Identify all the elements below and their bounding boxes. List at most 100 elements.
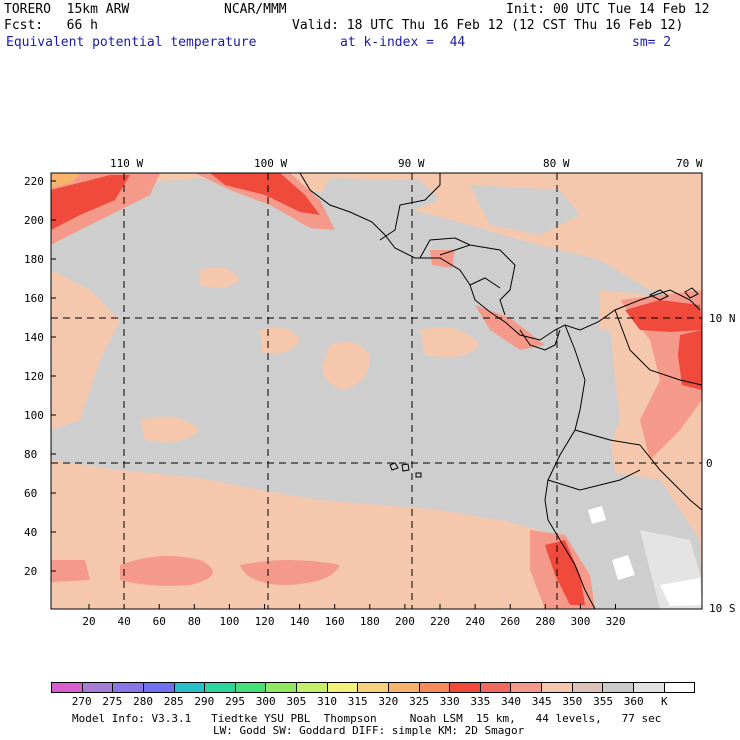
legend-label: 280 <box>133 695 153 708</box>
legend-swatch <box>82 683 114 692</box>
legend-swatch <box>603 683 634 692</box>
top-lon-label: 90 W <box>398 157 425 170</box>
legend-label: 360 <box>623 695 644 708</box>
legend-label: 305 <box>286 695 307 708</box>
legend-label: 340 <box>501 695 521 708</box>
y-axis-label: 200 <box>24 214 44 227</box>
orange-corner <box>51 173 80 188</box>
tan-blob-1 <box>322 341 371 390</box>
x-axis-label: 160 <box>324 615 345 628</box>
x-axis-label: 20 <box>82 615 96 628</box>
x-axis-label: 320 <box>605 615 626 628</box>
legend-swatch <box>205 683 236 692</box>
galapagos-islands <box>389 462 422 478</box>
legend-swatch <box>174 683 206 692</box>
y-axis-label: 140 <box>24 331 44 344</box>
organization: NCAR/MMM <box>224 2 287 17</box>
legend-label: 345 <box>531 695 552 708</box>
legend-swatch <box>143 683 175 692</box>
x-axis-label: 280 <box>535 615 556 628</box>
y-axis-label: 220 <box>24 175 44 188</box>
legend-label: 330 <box>439 695 460 708</box>
white-patch-3 <box>588 506 606 524</box>
level-info: at k-index = 44 <box>340 35 466 50</box>
x-axis-label: 260 <box>500 615 521 628</box>
red-mexico <box>210 173 320 215</box>
border-colombia-ecuador <box>574 429 641 446</box>
legend-swatch <box>511 683 542 692</box>
salmon-mexico <box>195 173 335 230</box>
salmon-colombia <box>620 290 702 460</box>
white-patch-2 <box>612 555 635 580</box>
border-andes <box>639 444 702 511</box>
top-lon-label: 100 W <box>254 157 288 170</box>
legend-label: K <box>661 695 668 708</box>
island-north-coast <box>648 287 699 301</box>
panama-detail <box>519 329 561 351</box>
y-axis-label: 160 <box>24 292 44 305</box>
legend-label: 320 <box>378 695 399 708</box>
smoothing-info: sm= 2 <box>632 35 672 50</box>
legend-swatch <box>297 683 328 692</box>
red-venezuela <box>625 300 702 332</box>
legend-label: 335 <box>470 695 491 708</box>
plot-frame <box>50 172 703 610</box>
model-name: TORERO 15km ARW <box>4 2 130 17</box>
x-axis-label: 60 <box>152 615 166 628</box>
field-name: Equivalent potential temperature <box>6 35 257 50</box>
border-ecuador-peru <box>547 469 641 491</box>
x-axis-label: 300 <box>570 615 591 628</box>
color-legend <box>51 682 695 693</box>
right-lat-label: 0 <box>706 457 713 470</box>
red-peru <box>545 540 585 605</box>
legend-swatch <box>266 683 297 692</box>
legend-label: 315 <box>347 695 368 708</box>
x-axis-label: 140 <box>289 615 310 628</box>
forecast-hour: Fcst: 66 h <box>4 18 98 33</box>
y-axis-label: 20 <box>24 565 38 578</box>
x-axis-label: 120 <box>254 615 275 628</box>
x-axis-label: 40 <box>117 615 131 628</box>
red-colombia <box>678 330 702 390</box>
model-info-line1: Model Info: V3.3.1 Tiedtke YSU PBL Thomp… <box>72 712 662 725</box>
legend-swatch <box>480 683 512 692</box>
legend-swatch <box>572 683 604 692</box>
legend-swatch <box>419 683 451 692</box>
legend-label: 310 <box>317 695 337 708</box>
gray-patch-1 <box>320 178 440 215</box>
red-northwest <box>51 175 130 230</box>
tan-blob-4 <box>420 327 480 358</box>
white-patch-1 <box>660 578 702 606</box>
right-lat-label: 10 S <box>709 602 736 615</box>
x-axis-label: 200 <box>395 615 415 628</box>
legend-swatch <box>542 683 573 692</box>
legend-swatch <box>327 683 359 692</box>
valid-time: Valid: 18 UTC Thu 16 Feb 12 (12 CST Thu … <box>292 18 684 33</box>
init-time: Init: 00 UTC Tue 14 Feb 12 <box>506 2 710 17</box>
top-lon-label: 70 W <box>676 157 703 170</box>
model-info-line2: LW: Godd SW: Goddard DIFF: simple KM: 2D… <box>213 724 525 737</box>
legend-label: 270 <box>71 695 92 708</box>
right-lat-label: 10 N <box>709 312 736 325</box>
gray-patch-2 <box>470 185 580 235</box>
border-colombia-venezuela <box>614 309 702 386</box>
border-central-2 <box>469 277 501 289</box>
x-axis-label: 220 <box>430 615 450 628</box>
y-axis-label: 100 <box>24 409 44 422</box>
y-axis-label: 120 <box>24 370 44 383</box>
legend-label: 285 <box>163 695 184 708</box>
x-axis-label: 100 <box>219 615 240 628</box>
legend-label: 325 <box>409 695 429 708</box>
y-axis-label: 40 <box>24 526 38 539</box>
salmon-south-1 <box>120 556 213 586</box>
x-axis-label: 240 <box>465 615 486 628</box>
y-axis-label: 60 <box>24 487 38 500</box>
tan-region-mid <box>51 270 120 430</box>
legend-swatch <box>113 683 144 692</box>
legend-swatch <box>633 683 665 692</box>
salmon-costa-rica <box>475 305 545 350</box>
salmon-south-2 <box>240 560 340 585</box>
legend-swatch <box>388 683 420 692</box>
legend-swatch <box>664 683 695 692</box>
